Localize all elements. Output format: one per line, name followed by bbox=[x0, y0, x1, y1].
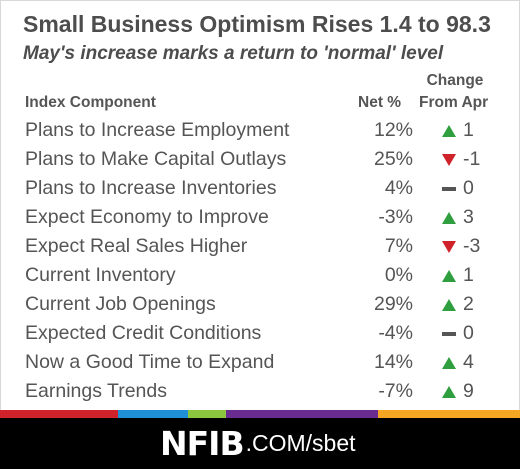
net-percent-value: -3% bbox=[378, 206, 413, 228]
component-label: Expected Credit Conditions bbox=[25, 322, 262, 344]
net-percent-value: -7% bbox=[378, 380, 413, 402]
header-net-percent: Net % bbox=[358, 94, 402, 111]
change-value: -3 bbox=[463, 235, 481, 257]
component-label: Current Job Openings bbox=[25, 293, 216, 315]
table-row: Expect Real Sales Higher 7% -3 bbox=[1, 232, 520, 261]
color-stripe-segment bbox=[188, 410, 226, 418]
triangle-down-icon bbox=[441, 153, 457, 167]
triangle-up-icon bbox=[441, 298, 457, 312]
footer-banner: NFIB.COM/sbet bbox=[0, 418, 520, 469]
color-stripe-segment bbox=[0, 410, 118, 418]
triangle-up-icon bbox=[441, 124, 457, 138]
change-cell: -3 bbox=[441, 235, 501, 261]
net-percent-value: 25% bbox=[373, 148, 413, 170]
change-value: 9 bbox=[463, 380, 474, 402]
nfib-logo[interactable]: NFIB.COM/sbet bbox=[160, 424, 356, 464]
triangle-up-icon bbox=[441, 385, 457, 399]
net-percent-value: 12% bbox=[373, 119, 413, 141]
change-value: 1 bbox=[463, 119, 474, 141]
change-value: 0 bbox=[463, 177, 474, 199]
header-from-apr: From Apr bbox=[419, 94, 489, 111]
change-value: 1 bbox=[463, 264, 474, 286]
table-row: Current Inventory 0% 1 bbox=[1, 261, 520, 290]
card-title: Small Business Optimism Rises 1.4 to 98.… bbox=[23, 11, 491, 37]
net-percent-value: -4% bbox=[378, 322, 413, 344]
component-label: Plans to Make Capital Outlays bbox=[25, 148, 287, 170]
table-row: Plans to Increase Employment 12% 1 bbox=[1, 116, 520, 145]
component-label: Now a Good Time to Expand bbox=[25, 351, 275, 373]
net-percent-value: 4% bbox=[384, 177, 413, 199]
change-value: 0 bbox=[463, 322, 474, 344]
change-value: 4 bbox=[463, 351, 474, 373]
header-index-component: Index Component bbox=[25, 94, 156, 111]
table-row: Earnings Trends -7% 9 bbox=[1, 377, 520, 406]
triangle-up-icon bbox=[441, 211, 457, 225]
change-cell: 3 bbox=[441, 206, 501, 232]
change-cell: 1 bbox=[441, 119, 501, 145]
net-percent-value: 0% bbox=[384, 264, 413, 286]
component-label: Plans to Increase Employment bbox=[25, 119, 290, 141]
net-percent-value: 7% bbox=[384, 235, 413, 257]
logo-brand: NFIB bbox=[160, 424, 245, 463]
table-row: Expect Economy to Improve -3% 3 bbox=[1, 203, 520, 232]
header-change: Change bbox=[426, 72, 484, 89]
component-label: Plans to Increase Inventories bbox=[25, 177, 277, 199]
component-label: Expect Economy to Improve bbox=[25, 206, 269, 228]
net-percent-value: 29% bbox=[373, 293, 413, 315]
net-percent-value: 14% bbox=[373, 351, 413, 373]
triangle-down-icon bbox=[441, 240, 457, 254]
change-cell: 0 bbox=[441, 322, 501, 348]
triangle-up-icon bbox=[441, 356, 457, 370]
component-label: Earnings Trends bbox=[25, 380, 167, 402]
component-table: Plans to Increase Employment 12% 1 Plans to… bbox=[1, 116, 520, 406]
color-stripe-segment bbox=[378, 410, 520, 418]
table-row: Plans to Increase Inventories 4% 0 bbox=[1, 174, 520, 203]
change-value: -1 bbox=[463, 148, 481, 170]
table-row: Now a Good Time to Expand 14% 4 bbox=[1, 348, 520, 377]
dash-icon bbox=[441, 327, 457, 341]
color-stripe-segment bbox=[118, 410, 188, 418]
change-cell: 2 bbox=[441, 293, 501, 319]
triangle-up-icon bbox=[441, 269, 457, 283]
logo-domain: .COM/sbet bbox=[245, 430, 356, 456]
table-row: Plans to Make Capital Outlays 25% -1 bbox=[1, 145, 520, 174]
card-subtitle: May's increase marks a return to 'normal… bbox=[23, 43, 444, 64]
change-cell: 9 bbox=[441, 380, 501, 406]
color-stripe-segment bbox=[226, 410, 378, 418]
change-value: 3 bbox=[463, 206, 474, 228]
change-cell: 1 bbox=[441, 264, 501, 290]
change-cell: 0 bbox=[441, 177, 501, 203]
color-stripe bbox=[0, 410, 520, 418]
change-cell: -1 bbox=[441, 148, 501, 174]
component-label: Expect Real Sales Higher bbox=[25, 235, 248, 257]
change-cell: 4 bbox=[441, 351, 501, 377]
optimism-card: Small Business Optimism Rises 1.4 to 98.… bbox=[0, 0, 520, 410]
change-value: 2 bbox=[463, 293, 474, 315]
table-row: Current Job Openings 29% 2 bbox=[1, 290, 520, 319]
component-label: Current Inventory bbox=[25, 264, 176, 286]
dash-icon bbox=[441, 182, 457, 196]
table-row: Expected Credit Conditions -4% 0 bbox=[1, 319, 520, 348]
